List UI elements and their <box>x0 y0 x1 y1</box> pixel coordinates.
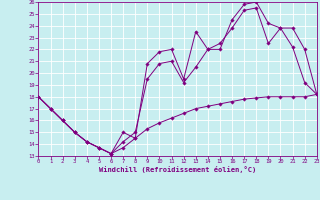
X-axis label: Windchill (Refroidissement éolien,°C): Windchill (Refroidissement éolien,°C) <box>99 166 256 173</box>
